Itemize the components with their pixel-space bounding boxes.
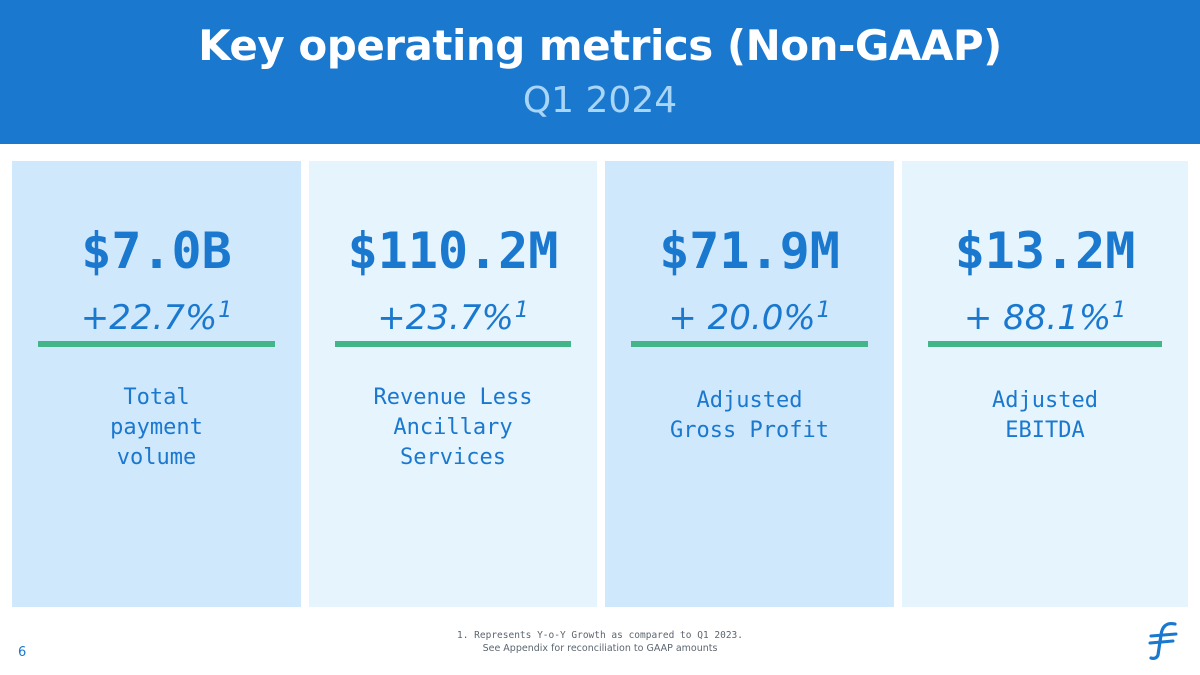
growth-value: +22.7% bbox=[80, 298, 218, 338]
footnote-ref: 1 bbox=[514, 298, 529, 323]
metric-card-adjusted-ebitda: $13.2M + 88.1%1 Adjusted EBITDA bbox=[902, 161, 1188, 607]
metric-card-revenue-less-ancillary: $110.2M +23.7%1 Revenue Less Ancillary S… bbox=[309, 161, 597, 607]
page-subtitle: Q1 2024 bbox=[522, 80, 678, 121]
growth-value: + 20.0% bbox=[668, 298, 816, 338]
footnote-appendix: See Appendix for reconciliation to GAAP … bbox=[482, 643, 718, 654]
metric-value: $13.2M bbox=[954, 222, 1136, 280]
metric-label-line: Services bbox=[400, 445, 506, 470]
metric-label-line: volume bbox=[116, 445, 197, 470]
footnote-growth: 1. Represents Y-o-Y Growth as compared t… bbox=[457, 630, 743, 641]
metric-label: Revenue Less Ancillary Services bbox=[319, 383, 587, 473]
metric-growth: +23.7%1 bbox=[309, 289, 597, 340]
metric-growth: +22.7%1 bbox=[12, 289, 301, 340]
growth-value: + 88.1% bbox=[963, 298, 1112, 338]
metric-label-line: Adjusted bbox=[992, 388, 1098, 413]
flywire-logo-icon bbox=[1148, 621, 1178, 660]
metric-card-total-payment-volume: $7.0B +22.7%1 Total payment volume bbox=[12, 161, 301, 607]
metric-label-line: Adjusted bbox=[696, 388, 803, 413]
divider-rule bbox=[928, 341, 1162, 347]
page-title: Key operating metrics (Non-GAAP) bbox=[198, 21, 1002, 70]
metric-label-line: payment bbox=[110, 415, 203, 440]
metric-growth: + 88.1%1 bbox=[902, 289, 1188, 340]
metric-value: $71.9M bbox=[659, 222, 840, 280]
divider-rule bbox=[631, 341, 868, 347]
metric-value: $7.0B bbox=[81, 222, 232, 280]
metric-label-line: Total bbox=[123, 385, 190, 410]
metric-label: Adjusted Gross Profit bbox=[615, 386, 884, 446]
metric-label-line: EBITDA bbox=[1005, 418, 1085, 443]
metric-label: Total payment volume bbox=[22, 383, 291, 473]
metric-value: $110.2M bbox=[347, 222, 559, 280]
header-banner: Key operating metrics (Non-GAAP) Q1 2024 bbox=[0, 0, 1200, 144]
footnote-ref: 1 bbox=[218, 298, 233, 323]
metric-label-line: Revenue Less bbox=[373, 385, 533, 410]
metric-label-line: Ancillary bbox=[393, 415, 513, 440]
metric-label-line: Gross Profit bbox=[670, 418, 829, 443]
divider-rule bbox=[38, 341, 275, 347]
divider-rule bbox=[335, 341, 571, 347]
growth-value: +23.7% bbox=[377, 298, 514, 338]
footnotes: 1. Represents Y-o-Y Growth as compared t… bbox=[0, 629, 1200, 655]
footnote-ref: 1 bbox=[816, 298, 831, 323]
metric-label: Adjusted EBITDA bbox=[912, 386, 1178, 446]
page-number: 6 bbox=[18, 645, 27, 660]
metric-growth: + 20.0%1 bbox=[605, 289, 894, 340]
metric-card-adjusted-gross-profit: $71.9M + 20.0%1 Adjusted Gross Profit bbox=[605, 161, 894, 607]
footnote-ref: 1 bbox=[1112, 298, 1127, 323]
